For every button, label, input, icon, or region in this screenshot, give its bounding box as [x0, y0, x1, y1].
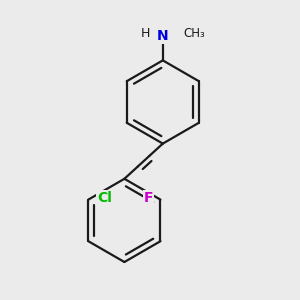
Text: Cl: Cl: [97, 191, 112, 205]
Text: CH₃: CH₃: [184, 27, 206, 40]
Text: N: N: [157, 29, 169, 44]
Text: F: F: [143, 191, 153, 205]
Text: H: H: [140, 27, 150, 40]
